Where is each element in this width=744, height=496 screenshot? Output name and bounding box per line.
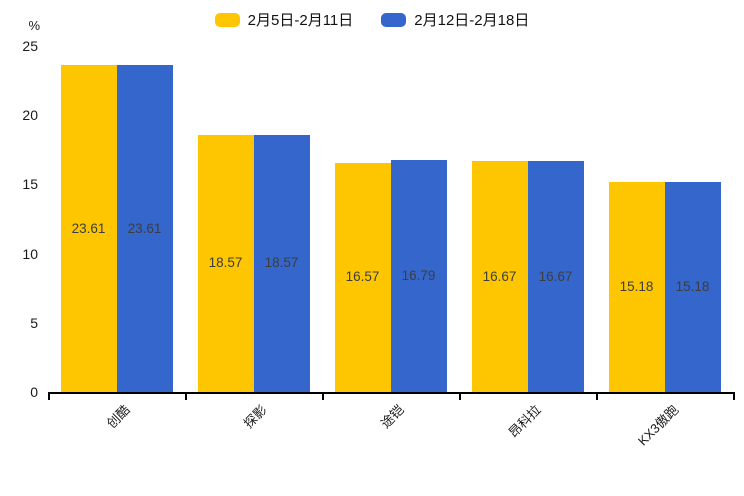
y-axis-tick-label: 10	[22, 245, 38, 262]
legend-swatch-icon	[214, 13, 240, 27]
x-axis-label-text: 途铠	[378, 402, 408, 432]
y-axis-tick-label: 5	[30, 314, 38, 331]
bar-value-label: 16.79	[401, 267, 436, 283]
bar	[197, 134, 254, 392]
chart-legend: 2月5日-2月11日 2月12日-2月18日	[0, 8, 744, 32]
bar-value-label: 18.57	[208, 255, 243, 271]
x-axis-label-text: 昂科拉	[506, 402, 545, 441]
x-axis-tick	[459, 394, 461, 400]
y-axis-tick-label: 20	[22, 107, 38, 124]
bar	[608, 181, 665, 392]
bar-value-label: 23.61	[127, 220, 162, 236]
x-axis-tick	[48, 394, 50, 400]
legend-label: 2月5日-2月11日	[247, 11, 354, 29]
legend-item-series-2[interactable]: 2月12日-2月18日	[381, 13, 529, 28]
bar-value-label: 15.18	[619, 278, 654, 294]
y-axis-tick-label: 15	[22, 176, 38, 193]
bar	[527, 161, 584, 392]
x-axis-line	[48, 392, 735, 394]
x-axis-tick	[733, 394, 735, 400]
y-axis-unit-label: %	[28, 18, 40, 33]
bar-value-label: 23.61	[71, 220, 106, 236]
bar-value-label: 15.18	[675, 278, 710, 294]
bar	[116, 65, 173, 392]
bar	[390, 159, 447, 392]
y-axis-tick-label: 25	[22, 38, 38, 54]
x-axis-tick	[596, 394, 598, 400]
x-axis-tick	[322, 394, 324, 400]
bar	[471, 161, 528, 392]
x-axis-label-text: 创酷	[104, 402, 134, 432]
legend-item-series-1[interactable]: 2月5日-2月11日	[214, 11, 354, 29]
legend-swatch-icon	[381, 13, 407, 27]
x-axis-label-text: 探影	[241, 402, 271, 432]
bar	[664, 181, 721, 392]
bar	[334, 162, 391, 392]
bar-value-label: 16.57	[345, 269, 380, 285]
bar	[60, 65, 117, 392]
bar	[253, 134, 310, 392]
legend-label: 2月12日-2月18日	[414, 11, 530, 29]
x-axis-label-text: KX3傲跑	[634, 402, 682, 449]
bar-value-label: 16.67	[538, 268, 573, 284]
bar-value-label: 16.67	[482, 268, 517, 284]
x-axis-tick	[185, 394, 187, 400]
bar-value-label: 18.57	[264, 255, 299, 271]
y-axis-tick-label: 0	[30, 384, 38, 400]
